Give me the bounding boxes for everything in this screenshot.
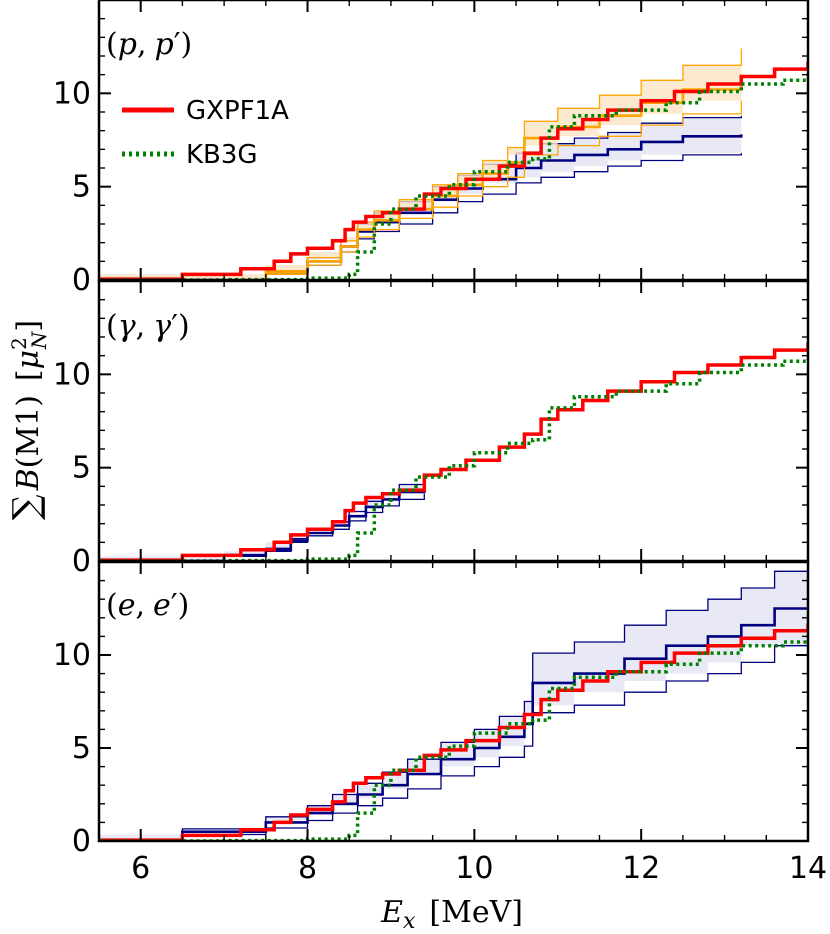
panel-0-gxpf1a-line <box>99 61 808 280</box>
panel-frame-bottom <box>97 560 810 843</box>
panel-1-gxpf1a-line <box>99 342 808 561</box>
panel-0-exp-blue-band <box>99 115 742 280</box>
panel-0-plot <box>99 48 808 280</box>
panel-2-ytick-label-5: 5 <box>72 731 91 766</box>
legend: GXPF1A KB3G <box>122 96 289 170</box>
ticks-layer: 0 5 10 0 5 10 0 5 10 6 8 10 12 14 <box>53 0 827 886</box>
svg-text:∑B(M1)[μ2N]: ∑B(M1)[μ2N] <box>6 320 51 520</box>
panel-2-exp-blue-upper <box>99 570 808 841</box>
panel-1-ytick-label-5: 5 <box>72 451 91 486</box>
panel-0-ytick-label-5: 5 <box>72 170 91 205</box>
panel-2-ytick-label-0: 0 <box>72 824 91 859</box>
panel-2-exp-blue-line <box>99 607 808 841</box>
panel-1-plot <box>99 342 808 561</box>
panel-0-exp-blue-lower <box>99 153 742 280</box>
plot-layer <box>99 48 808 841</box>
xtick-label-8: 8 <box>298 851 317 886</box>
panel-label-pp: (p, p′) <box>106 27 192 62</box>
xtick-label-10: 10 <box>455 851 493 886</box>
panel-label-gg: (γ, γ′) <box>106 309 190 344</box>
panel-1-kb3g-line <box>99 359 808 561</box>
legend-label-gxpf1a: GXPF1A <box>186 96 289 126</box>
panel-label-ee: (e, e′) <box>106 588 189 623</box>
legend-label-kb3g: KB3G <box>186 140 258 170</box>
panel-1-ytick-label-10: 10 <box>53 357 91 392</box>
xtick-label-12: 12 <box>622 851 660 886</box>
panel-2-exp-blue-lower <box>99 645 808 841</box>
panel-frame-middle <box>97 279 810 563</box>
x-axis-title: Ex [MeV] <box>380 895 523 934</box>
panel-2-exp-blue-band <box>99 571 808 841</box>
panel-0-ytick-label-10: 10 <box>53 76 91 111</box>
y-axis-title: ∑B(M1)[μ2N] <box>6 320 51 520</box>
panel-2-ytick-label-10: 10 <box>53 638 91 673</box>
panel-1-ytick-label-0: 0 <box>72 544 91 579</box>
xtick-label-14: 14 <box>789 851 827 886</box>
panel-2-plot <box>99 570 808 841</box>
panel-0-ytick-label-0: 0 <box>72 263 91 298</box>
panel-0-exp-orange-line <box>99 74 743 280</box>
xtick-label-6: 6 <box>131 851 150 886</box>
panel-2-gxpf1a-line <box>99 623 808 841</box>
